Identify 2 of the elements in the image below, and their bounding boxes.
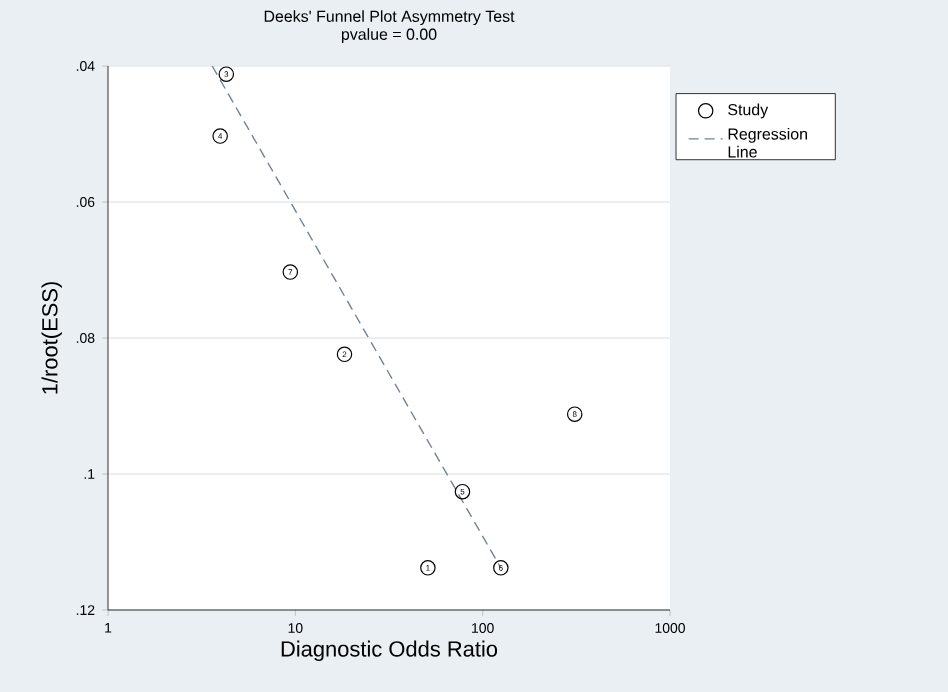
y-axis-title: 1/root(ESS) [41, 282, 62, 394]
x-axis-title: Diagnostic Odds Ratio [281, 640, 498, 662]
